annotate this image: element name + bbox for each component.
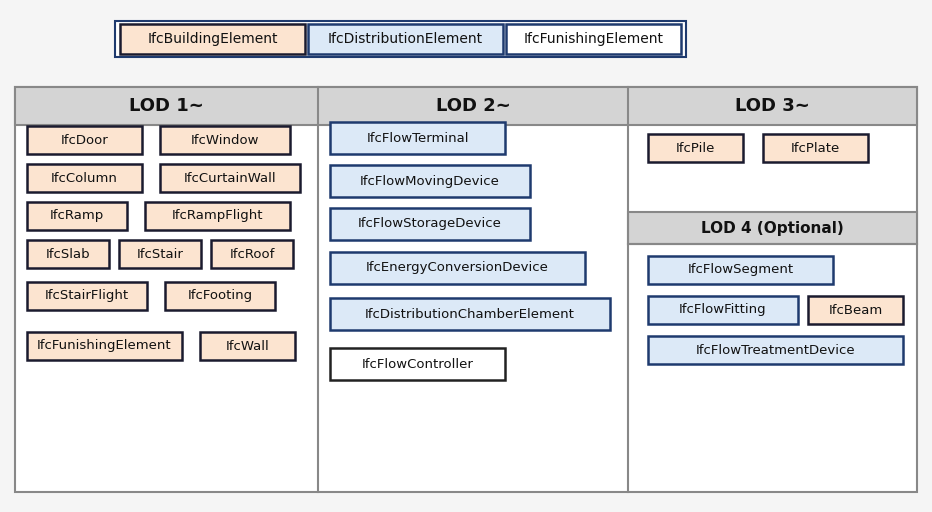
FancyBboxPatch shape xyxy=(808,296,903,324)
FancyBboxPatch shape xyxy=(15,87,917,125)
Text: IfcRoof: IfcRoof xyxy=(229,247,275,261)
FancyBboxPatch shape xyxy=(119,240,201,268)
Text: LOD 2~: LOD 2~ xyxy=(435,97,511,115)
Text: IfcWall: IfcWall xyxy=(226,339,269,352)
FancyBboxPatch shape xyxy=(648,256,833,284)
Text: IfcPile: IfcPile xyxy=(676,141,715,155)
Text: IfcFlowMovingDevice: IfcFlowMovingDevice xyxy=(360,175,500,187)
Text: IfcDistributionElement: IfcDistributionElement xyxy=(328,32,483,46)
Text: LOD 4 (Optional): LOD 4 (Optional) xyxy=(701,221,843,236)
Text: IfcWindow: IfcWindow xyxy=(191,134,259,146)
Text: LOD 3~: LOD 3~ xyxy=(735,97,810,115)
Text: IfcFlowController: IfcFlowController xyxy=(362,357,473,371)
FancyBboxPatch shape xyxy=(27,240,109,268)
FancyBboxPatch shape xyxy=(648,134,743,162)
FancyBboxPatch shape xyxy=(27,282,147,310)
FancyBboxPatch shape xyxy=(120,24,305,54)
FancyBboxPatch shape xyxy=(648,336,903,364)
Text: IfcColumn: IfcColumn xyxy=(51,172,118,184)
Text: IfcEnergyConversionDevice: IfcEnergyConversionDevice xyxy=(366,262,549,274)
FancyBboxPatch shape xyxy=(145,202,290,230)
FancyBboxPatch shape xyxy=(330,122,505,154)
Text: IfcStairFlight: IfcStairFlight xyxy=(45,289,129,303)
FancyBboxPatch shape xyxy=(160,164,300,192)
FancyBboxPatch shape xyxy=(165,282,275,310)
Text: LOD 1~: LOD 1~ xyxy=(130,97,204,115)
FancyBboxPatch shape xyxy=(330,208,530,240)
FancyBboxPatch shape xyxy=(330,252,585,284)
FancyBboxPatch shape xyxy=(15,87,917,492)
Text: IfcFunishingElement: IfcFunishingElement xyxy=(524,32,664,46)
FancyBboxPatch shape xyxy=(763,134,868,162)
FancyBboxPatch shape xyxy=(27,126,142,154)
Text: IfcSlab: IfcSlab xyxy=(46,247,90,261)
Text: IfcCurtainWall: IfcCurtainWall xyxy=(184,172,276,184)
Text: IfcFlowTerminal: IfcFlowTerminal xyxy=(366,132,469,144)
Text: IfcRampFlight: IfcRampFlight xyxy=(171,209,263,223)
Text: IfcFooting: IfcFooting xyxy=(187,289,253,303)
FancyBboxPatch shape xyxy=(115,21,686,57)
Text: IfcDoor: IfcDoor xyxy=(61,134,108,146)
FancyBboxPatch shape xyxy=(330,348,505,380)
Text: IfcFlowTreatmentDevice: IfcFlowTreatmentDevice xyxy=(695,344,856,356)
FancyBboxPatch shape xyxy=(160,126,290,154)
Text: IfcDistributionChamberElement: IfcDistributionChamberElement xyxy=(365,308,575,321)
FancyBboxPatch shape xyxy=(330,298,610,330)
Text: IfcBeam: IfcBeam xyxy=(829,304,883,316)
FancyBboxPatch shape xyxy=(648,296,798,324)
Text: IfcFlowSegment: IfcFlowSegment xyxy=(688,264,793,276)
FancyBboxPatch shape xyxy=(27,202,127,230)
Text: IfcStair: IfcStair xyxy=(137,247,184,261)
FancyBboxPatch shape xyxy=(27,332,182,360)
Text: IfcRamp: IfcRamp xyxy=(50,209,104,223)
Text: IfcPlate: IfcPlate xyxy=(791,141,840,155)
Text: IfcBuildingElement: IfcBuildingElement xyxy=(147,32,278,46)
Text: IfcFunishingElement: IfcFunishingElement xyxy=(37,339,171,352)
FancyBboxPatch shape xyxy=(628,212,917,244)
Text: IfcFlowFitting: IfcFlowFitting xyxy=(679,304,767,316)
FancyBboxPatch shape xyxy=(200,332,295,360)
FancyBboxPatch shape xyxy=(506,24,681,54)
FancyBboxPatch shape xyxy=(308,24,503,54)
Text: IfcFlowStorageDevice: IfcFlowStorageDevice xyxy=(358,218,502,230)
FancyBboxPatch shape xyxy=(27,164,142,192)
FancyBboxPatch shape xyxy=(330,165,530,197)
FancyBboxPatch shape xyxy=(211,240,293,268)
